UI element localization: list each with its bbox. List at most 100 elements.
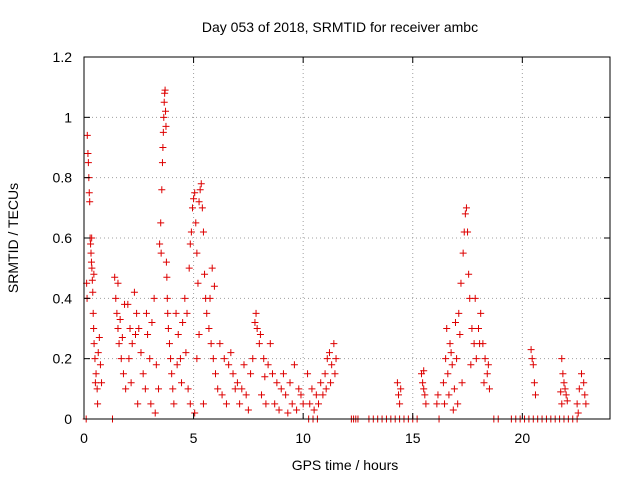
data-point <box>247 370 255 378</box>
data-point <box>445 391 453 399</box>
data-point <box>442 355 450 363</box>
data-point <box>573 400 581 408</box>
data-point <box>193 249 201 257</box>
data-point <box>284 409 292 417</box>
data-point <box>315 400 323 408</box>
data-point <box>84 159 92 167</box>
data-point <box>422 400 430 408</box>
data-point <box>251 318 259 326</box>
data-point <box>156 240 164 248</box>
data-point <box>126 325 134 332</box>
data-point <box>89 309 97 317</box>
data-point <box>233 379 241 387</box>
chart-title: Day 053 of 2018, SRMTID for receiver amb… <box>202 19 478 35</box>
data-point <box>165 340 173 348</box>
data-point <box>220 355 228 363</box>
data-point <box>190 195 198 203</box>
data-point <box>197 180 205 188</box>
data-point <box>396 400 404 408</box>
data-point <box>195 198 203 206</box>
data-point <box>393 379 401 387</box>
data-point <box>209 355 217 363</box>
data-point <box>458 379 466 387</box>
data-point <box>122 385 130 393</box>
data-point <box>240 361 248 369</box>
data-point <box>256 331 264 339</box>
data-point <box>90 340 98 348</box>
data-point <box>186 400 194 408</box>
grid-lines <box>84 57 610 419</box>
data-point <box>179 318 187 326</box>
data-point <box>139 370 147 378</box>
x-tick-label: 10 <box>295 430 311 446</box>
data-point <box>94 349 102 357</box>
data-point <box>195 331 203 339</box>
data-point <box>218 391 226 399</box>
data-point <box>295 385 303 393</box>
data-point <box>461 210 469 218</box>
data-point <box>162 107 170 115</box>
data-point <box>255 340 263 348</box>
data-point <box>485 385 493 393</box>
data-point <box>163 294 171 302</box>
data-point <box>167 355 175 363</box>
data-point <box>266 340 274 348</box>
data-point <box>288 400 296 408</box>
data-point <box>193 355 201 363</box>
data-point <box>252 309 260 317</box>
data-point <box>578 370 586 378</box>
data-point <box>191 409 199 417</box>
y-tick-label: 0.6 <box>53 230 73 246</box>
data-point <box>88 264 96 272</box>
data-point <box>187 228 195 236</box>
data-point <box>325 349 333 357</box>
data-point <box>152 361 160 369</box>
data-point <box>186 240 194 248</box>
data-point <box>148 318 156 326</box>
data-point <box>134 400 142 408</box>
data-point <box>332 355 340 363</box>
data-point <box>229 370 237 378</box>
data-point <box>275 406 283 414</box>
data-point <box>484 361 492 369</box>
data-point <box>206 294 214 302</box>
data-point <box>118 334 126 342</box>
data-point <box>260 355 268 363</box>
data-point <box>155 385 163 393</box>
data-point <box>439 379 447 387</box>
data-point <box>90 270 98 278</box>
data-point <box>558 400 566 408</box>
data-point <box>114 279 122 287</box>
data-point <box>158 186 166 194</box>
data-point <box>96 361 104 369</box>
data-point <box>419 379 427 387</box>
data-point <box>236 400 244 408</box>
data-point <box>468 325 476 332</box>
data-point <box>216 340 224 348</box>
data-point <box>242 391 250 399</box>
data-point <box>308 385 316 393</box>
data-point <box>527 346 535 354</box>
data-point <box>447 349 455 357</box>
data-point <box>115 340 123 348</box>
data-point <box>462 204 470 212</box>
data-point <box>261 373 269 381</box>
data-point <box>225 361 233 369</box>
data-point <box>453 355 461 363</box>
data-point <box>87 258 95 266</box>
data-point <box>137 349 145 357</box>
data-point <box>331 370 339 378</box>
data-point <box>306 400 314 408</box>
data-point <box>330 340 338 348</box>
data-point <box>157 249 165 257</box>
data-point <box>450 385 458 393</box>
data-point <box>465 270 473 278</box>
data-point <box>127 379 135 387</box>
data-point <box>530 379 538 387</box>
data-point <box>208 264 216 272</box>
data-point <box>268 370 276 378</box>
data-point <box>132 331 140 339</box>
data-point <box>114 325 122 332</box>
data-point <box>142 309 150 317</box>
data-point <box>111 273 119 281</box>
